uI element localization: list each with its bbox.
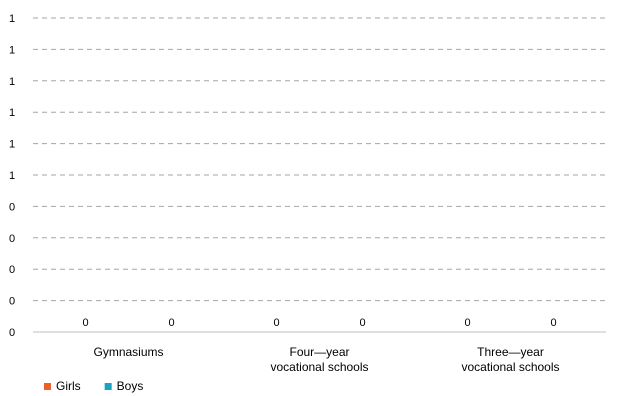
category-label: vocational schools [270, 360, 368, 374]
y-tick-label: 0 [9, 233, 15, 245]
data-label: 0 [82, 317, 88, 329]
y-tick-label: 1 [9, 139, 15, 151]
category-label: vocational schools [461, 360, 559, 374]
y-tick-label: 1 [9, 76, 15, 88]
data-label: 0 [550, 317, 556, 329]
y-tick-label: 0 [9, 201, 15, 213]
data-label: 0 [168, 317, 174, 329]
data-label: 0 [273, 317, 279, 329]
y-tick-label: 1 [9, 107, 15, 119]
y-tick-label: 0 [9, 296, 15, 308]
category-label: Gymnasiums [93, 345, 163, 359]
legend: Girls Boys [44, 379, 143, 393]
legend-swatch [44, 383, 51, 390]
legend-swatch [104, 383, 112, 390]
y-tick-label: 1 [9, 13, 15, 25]
legend-label: Girls [56, 379, 81, 393]
data-labels: 0 0 0 0 0 0 [82, 317, 556, 329]
category-label: Three—year [477, 345, 544, 359]
y-tick-label: 1 [9, 170, 15, 182]
gridlines [33, 17, 606, 333]
legend-label: Boys [117, 379, 144, 393]
data-label: 0 [359, 317, 365, 329]
data-label: 0 [464, 317, 470, 329]
y-axis-ticks: 0 0 0 0 0 1 1 1 1 1 1 [9, 13, 15, 339]
category-label: Four—year [289, 345, 349, 359]
y-tick-label: 0 [9, 264, 15, 276]
y-tick-label: 1 [9, 44, 15, 56]
y-tick-label: 0 [9, 327, 15, 339]
